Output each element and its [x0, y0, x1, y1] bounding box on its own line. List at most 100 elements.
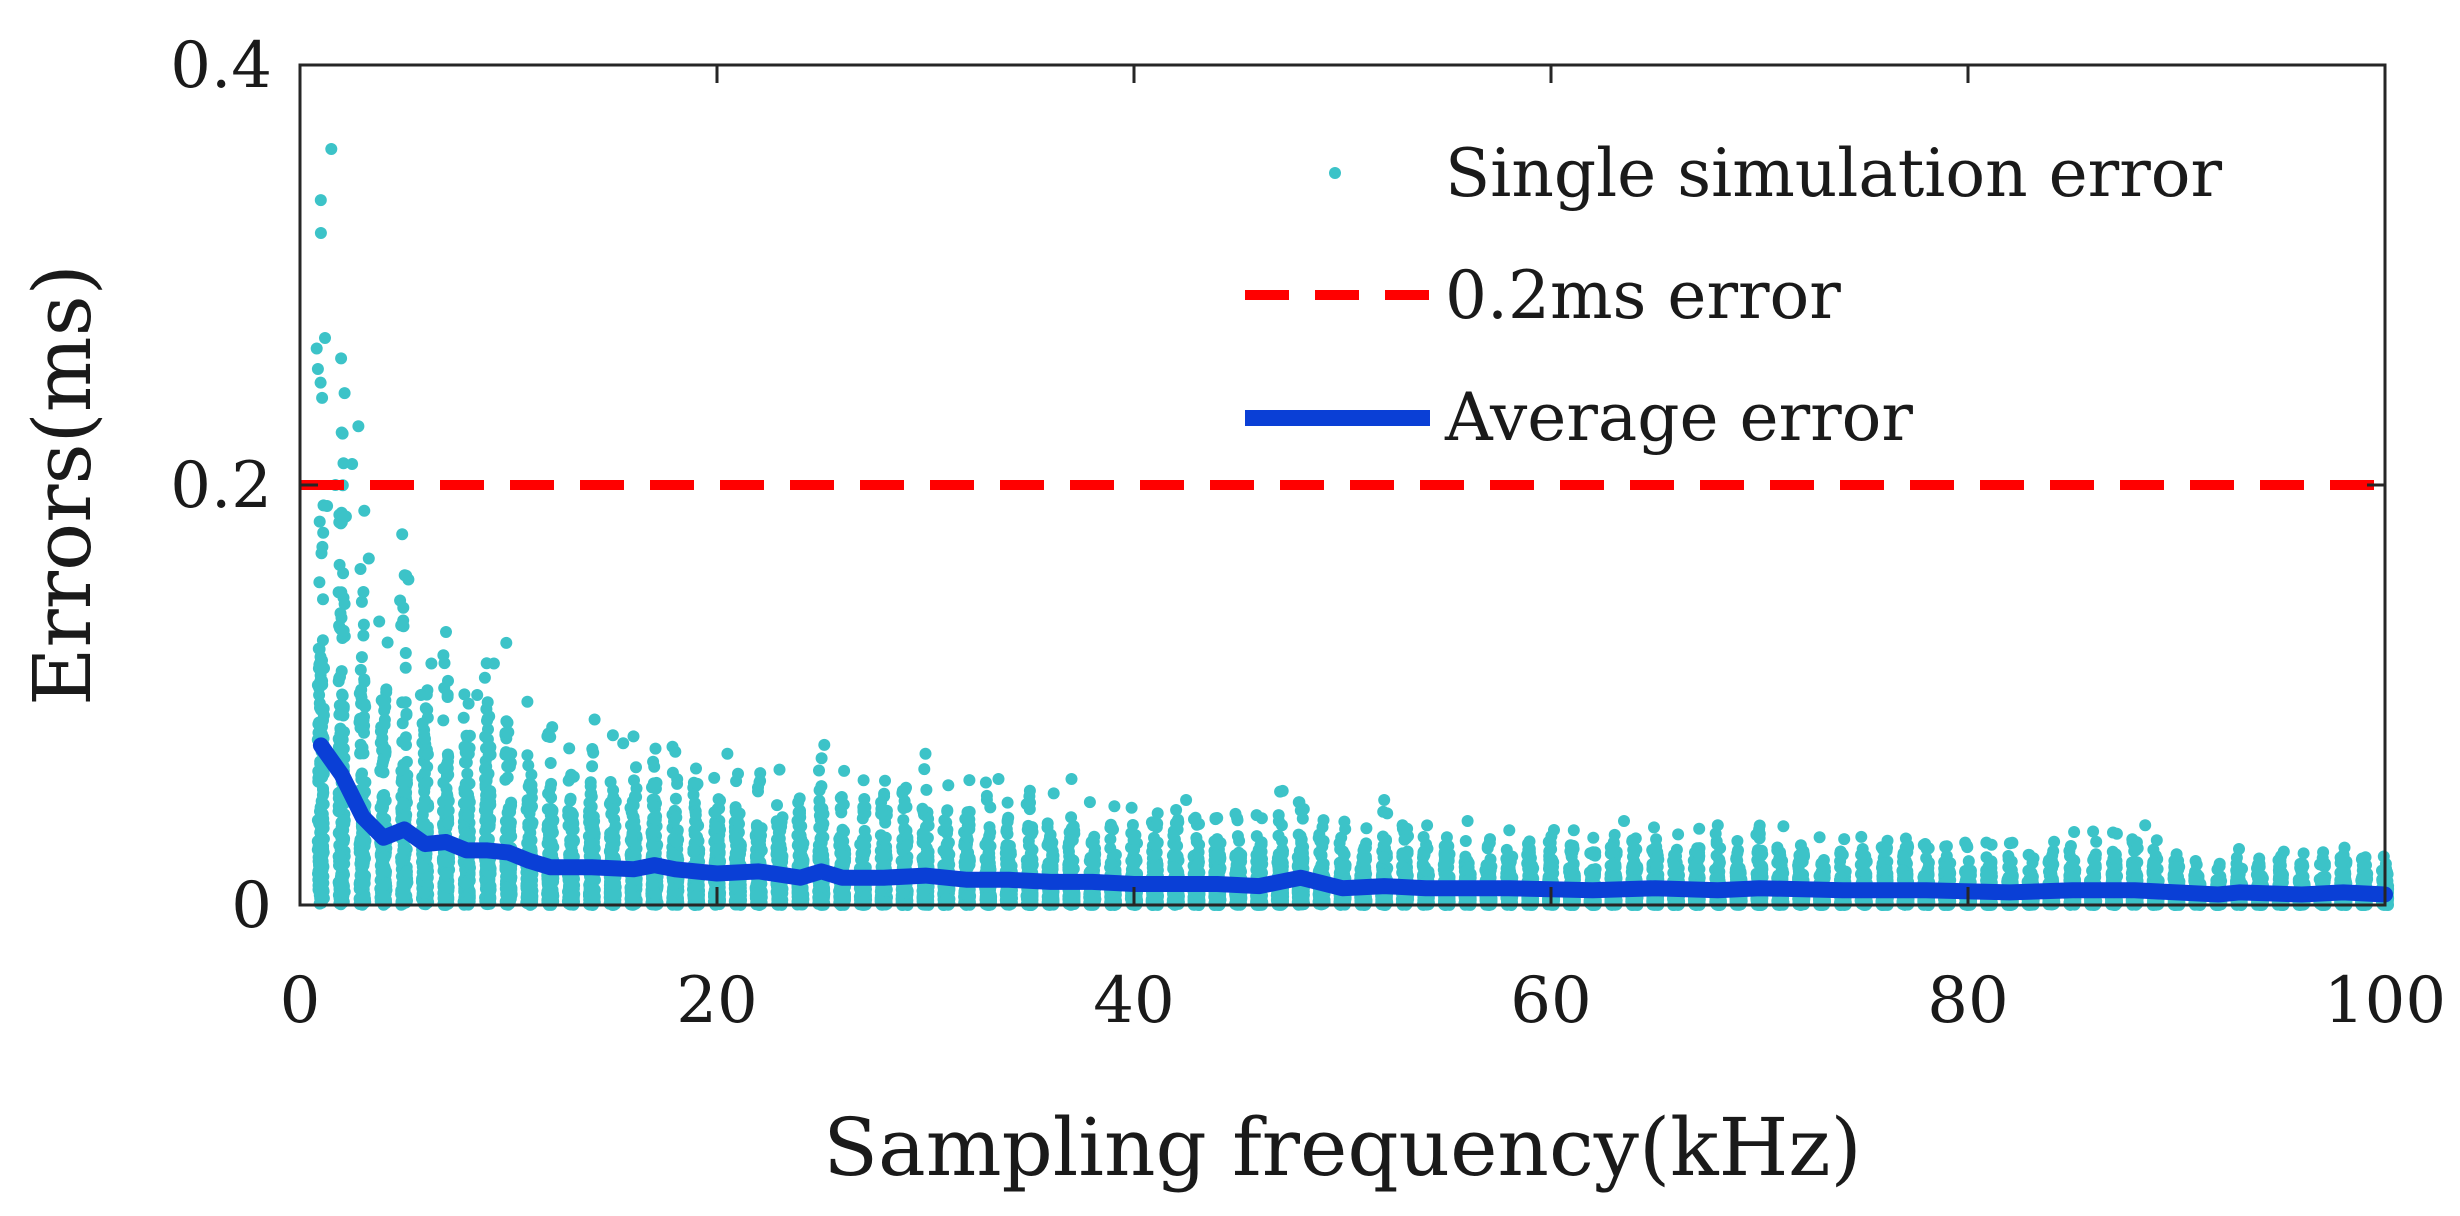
- scatter-point: [355, 683, 368, 696]
- scatter-point: [544, 888, 557, 901]
- scatter-point: [417, 821, 430, 833]
- scatter-point: [334, 860, 347, 873]
- scatter-point: [585, 800, 598, 813]
- scatter-point: [500, 887, 513, 900]
- scatter-point: [421, 871, 434, 884]
- scatter-point: [374, 764, 387, 777]
- scatter-point: [521, 695, 534, 708]
- scatter-point: [478, 671, 491, 684]
- scatter-point: [896, 784, 909, 797]
- scatter-point: [376, 797, 389, 810]
- scatter-point: [396, 853, 409, 866]
- scatter-point: [357, 747, 370, 760]
- scatter-point: [334, 722, 347, 735]
- scatter-point: [463, 729, 476, 742]
- scatter-point: [566, 890, 579, 903]
- scatter-point: [501, 819, 514, 832]
- scatter-point: [316, 540, 329, 553]
- scatter-point: [501, 716, 514, 729]
- scatter-point: [730, 832, 743, 845]
- scatter-point: [314, 194, 327, 207]
- scatter-point: [708, 806, 721, 819]
- scatter-point: [897, 814, 910, 826]
- scatter-point: [338, 387, 351, 400]
- scatter-point: [813, 764, 825, 777]
- scatter-point: [645, 839, 658, 852]
- scatter-point: [358, 877, 371, 890]
- scatter-point: [378, 718, 391, 731]
- scatter-point: [770, 815, 783, 828]
- scatter-point: [502, 759, 515, 771]
- scatter-point: [584, 776, 597, 789]
- scatter-point: [354, 663, 367, 676]
- scatter-point: [525, 816, 538, 829]
- scatter-point: [691, 831, 703, 843]
- scatter-point: [314, 820, 327, 833]
- scatter-point: [313, 576, 326, 589]
- scatter-point: [877, 849, 890, 862]
- scatter-point: [337, 457, 350, 470]
- scatter-point: [901, 839, 913, 852]
- scatter-point: [669, 792, 682, 805]
- scatter-point: [397, 844, 410, 857]
- scatter-point: [919, 855, 932, 868]
- scatter-point: [480, 805, 493, 818]
- scatter-point: [313, 515, 326, 528]
- scatter-point: [313, 858, 325, 871]
- scatter-point: [380, 893, 392, 906]
- scatter-point: [647, 799, 659, 812]
- scatter-point: [940, 892, 953, 905]
- scatter-point: [317, 526, 330, 539]
- scatter-point: [313, 716, 325, 729]
- scatter-point: [670, 835, 683, 848]
- scatter-point: [397, 797, 410, 810]
- scatter-point: [400, 774, 413, 787]
- scatter-point: [377, 879, 389, 892]
- scatter-point: [501, 771, 514, 784]
- scatter-point: [377, 752, 390, 765]
- scatter-point: [500, 636, 513, 649]
- scatter-point: [815, 752, 828, 765]
- scatter-point: [583, 836, 596, 849]
- scatter-point: [608, 879, 621, 891]
- scatter-point: [440, 867, 453, 880]
- scatter-point: [357, 629, 370, 642]
- scatter-point: [355, 651, 368, 664]
- scatter-point: [315, 795, 328, 808]
- scatter-point: [315, 765, 328, 778]
- scatter-point: [419, 732, 431, 745]
- scatter-point: [421, 760, 434, 773]
- scatter-point: [646, 781, 658, 794]
- scatter-point: [395, 619, 408, 632]
- scatter-point: [376, 810, 389, 823]
- scatter-point: [964, 889, 977, 902]
- scatter-point: [900, 855, 913, 868]
- scatter-point: [941, 805, 954, 818]
- scatter-point: [838, 855, 851, 868]
- scatter-point: [417, 862, 430, 874]
- scatter-point: [483, 710, 496, 723]
- scatter-point: [586, 760, 599, 773]
- scatter-point: [792, 838, 805, 851]
- scatter-point: [419, 702, 432, 715]
- scatter-point: [838, 764, 851, 777]
- scatter-point: [857, 801, 870, 814]
- scatter-point: [355, 853, 367, 866]
- scatter-point: [900, 801, 913, 813]
- scatter-point: [816, 880, 829, 893]
- scatter-point: [754, 839, 767, 852]
- scatter-point: [338, 598, 351, 610]
- scatter-point: [666, 848, 679, 861]
- scatter-point: [666, 766, 679, 779]
- scatter-point: [462, 809, 475, 822]
- scatter-point: [671, 777, 684, 790]
- scatter-point: [317, 892, 330, 905]
- scatter-point: [337, 624, 350, 637]
- scatter-point: [566, 878, 579, 891]
- scatter-point: [961, 812, 974, 825]
- scatter-point: [312, 867, 324, 880]
- scatter-point: [607, 889, 619, 902]
- scatter-point: [440, 893, 453, 906]
- scatter-point: [461, 767, 474, 780]
- scatter-point: [544, 757, 557, 769]
